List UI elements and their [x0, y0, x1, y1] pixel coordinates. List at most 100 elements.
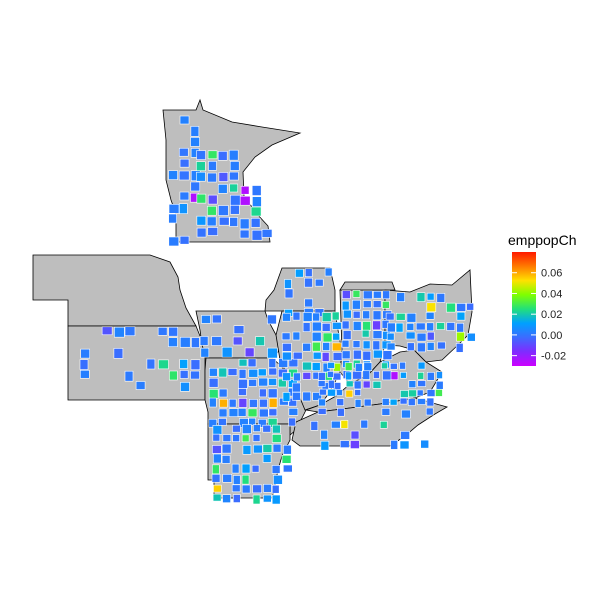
- county-cell: [417, 342, 426, 353]
- county-cell: [229, 171, 239, 181]
- county-cell: [229, 217, 239, 227]
- county-cell: [304, 277, 313, 288]
- county-cell: [124, 326, 136, 337]
- county-cell: [219, 398, 228, 408]
- county-cell: [196, 161, 206, 172]
- county-cell: [415, 322, 426, 331]
- county-cell: [228, 408, 239, 417]
- county-cell: [229, 183, 239, 193]
- county-cell: [196, 227, 207, 238]
- county-cell: [201, 315, 211, 324]
- county-cell: [292, 351, 303, 360]
- county-cell: [324, 267, 333, 277]
- county-cell: [211, 464, 220, 475]
- county-cell: [196, 215, 207, 226]
- county-cell: [247, 408, 258, 418]
- county-cell: [282, 343, 292, 352]
- legend-ticks: 0.06 0.04 0.02 0.00 -0.02: [512, 268, 566, 363]
- county-cell: [327, 388, 336, 397]
- county-cell: [237, 408, 247, 417]
- county-cell: [302, 342, 311, 352]
- county-cell: [221, 455, 231, 464]
- county-cell: [80, 348, 91, 359]
- county-cell: [267, 347, 278, 359]
- county-cell: [456, 311, 466, 321]
- county-cell: [416, 389, 424, 397]
- county-cell: [212, 314, 222, 324]
- county-cell: [435, 389, 443, 397]
- county-cell: [293, 372, 301, 382]
- county-cell: [230, 204, 240, 215]
- county-cell: [406, 312, 417, 323]
- county-cell: [318, 398, 326, 407]
- county-cell: [207, 150, 218, 160]
- county-cell: [178, 147, 189, 157]
- county-cell: [373, 349, 383, 359]
- county-cell: [336, 389, 343, 396]
- county-cell: [436, 293, 446, 303]
- county-cell: [331, 311, 340, 321]
- county-cell: [317, 408, 327, 415]
- county-cell: [311, 362, 321, 371]
- county-cell: [386, 342, 396, 351]
- county-cell: [343, 309, 352, 319]
- county-cell: [372, 330, 383, 339]
- county-cell: [263, 494, 272, 503]
- county-cell: [312, 351, 322, 360]
- county-cell: [284, 279, 292, 289]
- county-cell: [244, 347, 255, 358]
- county-cell: [342, 290, 351, 299]
- county-cell: [310, 421, 319, 431]
- county-cell: [317, 380, 326, 387]
- county-cell: [212, 425, 223, 435]
- county-cell: [396, 292, 405, 302]
- county-cell: [425, 312, 435, 320]
- county-cell: [390, 371, 399, 381]
- county-cell: [200, 347, 210, 358]
- county-cell: [179, 203, 188, 214]
- county-cell: [321, 312, 332, 322]
- county-cell: [168, 170, 178, 180]
- legend-tick-label: 0.00: [541, 330, 562, 342]
- county-cell: [227, 368, 238, 376]
- county-cell: [327, 371, 334, 378]
- county-cell: [372, 300, 382, 308]
- county-cell: [282, 351, 292, 361]
- county-cell: [179, 115, 190, 125]
- county-cell: [341, 320, 350, 330]
- county-cell: [362, 290, 373, 300]
- county-cell: [408, 389, 417, 398]
- state-nebraska: [32, 254, 197, 327]
- county-cell: [400, 371, 407, 379]
- county-cell: [272, 424, 281, 434]
- county-cell: [362, 321, 371, 331]
- county-cell: [252, 494, 261, 505]
- county-cell: [362, 370, 371, 380]
- county-cell: [282, 312, 291, 322]
- county-cell: [248, 417, 256, 426]
- county-cell: [355, 363, 363, 372]
- county-cell: [179, 370, 189, 379]
- county-cell: [426, 302, 437, 313]
- legend-title: emppopCh: [508, 232, 577, 248]
- county-cell: [332, 332, 340, 341]
- county-cell: [271, 434, 282, 443]
- county-cell: [179, 191, 190, 201]
- county-cell: [218, 408, 228, 418]
- county-cell: [456, 303, 466, 312]
- county-cell: [322, 332, 333, 343]
- county-cell: [360, 419, 369, 429]
- county-cell: [218, 367, 228, 378]
- county-cell: [281, 332, 291, 341]
- county-cell: [233, 325, 245, 334]
- county-cell: [252, 196, 262, 207]
- county-cell: [241, 484, 251, 494]
- county-cell: [213, 453, 222, 464]
- county-cell: [268, 398, 278, 408]
- county-cell: [218, 205, 229, 216]
- county-cell: [251, 229, 263, 241]
- county-cell: [332, 372, 342, 381]
- county-cell: [232, 336, 243, 346]
- county-cell: [426, 322, 434, 332]
- county-cell: [241, 474, 250, 485]
